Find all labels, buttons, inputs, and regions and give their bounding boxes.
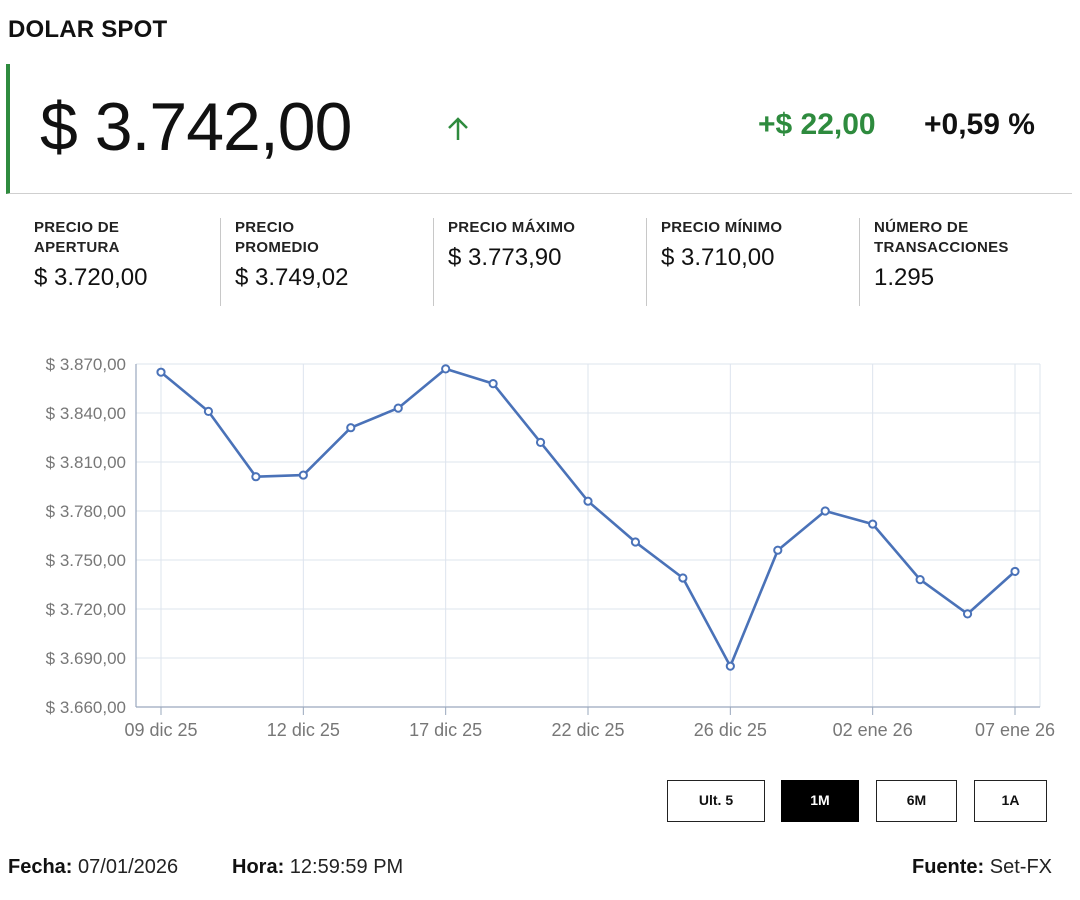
data-point[interactable] — [535, 437, 546, 448]
arrow-up-icon — [448, 117, 468, 140]
stats-row: PRECIO DE APERTURA $ 3.720,00 PRECIO PRO… — [20, 218, 1072, 308]
stat-value: $ 3.710,00 — [661, 244, 775, 271]
time-value: 12:59:59 PM — [289, 856, 404, 878]
date-label: Fecha: — [8, 856, 73, 878]
y-tick-label: $ 3.720,00 — [46, 600, 126, 619]
stat-label: PRECIO MÁXIMO — [448, 219, 576, 236]
range-button-last-5[interactable]: Ult. 5 — [667, 780, 765, 822]
stat-value: $ 3.749,02 — [235, 264, 349, 291]
footer-date: Fecha: 07/01/2026 — [8, 856, 178, 879]
stat-transactions: NÚMERO DE TRANSACCIONES 1.295 — [859, 218, 1072, 306]
data-point[interactable] — [962, 609, 973, 619]
footer-time: Hora: 12:59:59 PM — [232, 856, 403, 879]
data-point[interactable] — [630, 537, 641, 547]
data-point[interactable] — [915, 575, 925, 585]
data-point[interactable] — [773, 545, 783, 555]
data-point[interactable] — [346, 423, 356, 433]
data-point[interactable] — [298, 470, 308, 480]
data-point[interactable] — [583, 496, 593, 506]
date-value: 07/01/2026 — [78, 856, 179, 878]
data-point[interactable] — [393, 403, 403, 413]
source-value: Set-FX — [989, 856, 1053, 878]
stat-average-price: PRECIO PROMEDIO $ 3.749,02 — [220, 218, 433, 306]
x-tick-label: 12 dic 25 — [267, 720, 340, 740]
y-tick-label: $ 3.750,00 — [46, 551, 126, 570]
y-tick-label: $ 3.870,00 — [46, 355, 126, 374]
x-tick-label: 07 ene 26 — [975, 720, 1055, 740]
stat-label: PRECIO MÍNIMO — [661, 219, 783, 236]
time-label: Hora: — [232, 856, 285, 878]
x-tick-label: 22 dic 25 — [551, 720, 624, 740]
y-tick-label: $ 3.690,00 — [46, 649, 126, 668]
data-point[interactable] — [820, 506, 830, 516]
data-point[interactable] — [678, 573, 688, 583]
data-point[interactable] — [868, 519, 878, 529]
price-change-absolute: +$ 22,00 — [758, 108, 876, 141]
range-button-1m[interactable]: 1M — [781, 780, 859, 822]
range-button-1a[interactable]: 1A — [974, 780, 1047, 822]
data-point[interactable] — [1010, 566, 1020, 577]
x-tick-label: 09 dic 25 — [124, 720, 197, 740]
stat-max-price: PRECIO MÁXIMO $ 3.773,90 — [433, 218, 646, 306]
range-button-6m[interactable]: 6M — [876, 780, 957, 822]
stat-label: NÚMERO DE TRANSACCIONES — [874, 219, 1009, 256]
stat-label: PRECIO DE APERTURA — [34, 219, 120, 256]
stat-value: $ 3.720,00 — [34, 264, 148, 291]
price-panel: $ 3.742,00 +$ 22,00 +0,59 % — [6, 64, 1072, 194]
data-point[interactable] — [251, 472, 261, 482]
stat-min-price: PRECIO MÍNIMO $ 3.710,00 — [646, 218, 859, 306]
stat-value: 1.295 — [874, 264, 935, 291]
y-tick-label: $ 3.840,00 — [46, 404, 126, 423]
data-point[interactable] — [441, 364, 451, 374]
y-tick-label: $ 3.660,00 — [46, 698, 126, 717]
page-title: DOLAR SPOT — [8, 16, 168, 43]
stat-label: PRECIO PROMEDIO — [235, 219, 320, 256]
x-tick-label: 02 ene 26 — [833, 720, 913, 740]
stat-opening-price: PRECIO DE APERTURA $ 3.720,00 — [20, 218, 220, 306]
price-change-percent: +0,59 % — [924, 108, 1035, 141]
stat-value: $ 3.773,90 — [448, 244, 562, 271]
x-tick-label: 26 dic 25 — [694, 720, 767, 740]
x-tick-label: 17 dic 25 — [409, 720, 482, 740]
source-label: Fuente: — [912, 856, 985, 878]
price-line-chart: $ 3.660,00 $ 3.690,00 $ 3.720,00 $ 3.750,00… — [46, 355, 1055, 740]
footer-source: Fuente: Set-FX — [912, 856, 1052, 879]
y-tick-label: $ 3.810,00 — [46, 453, 126, 472]
data-point[interactable] — [203, 406, 214, 416]
data-point[interactable] — [725, 661, 735, 671]
data-point[interactable] — [488, 378, 498, 389]
y-tick-label: $ 3.780,00 — [46, 502, 126, 521]
data-point[interactable] — [156, 367, 166, 377]
current-price: $ 3.742,00 — [40, 89, 352, 165]
